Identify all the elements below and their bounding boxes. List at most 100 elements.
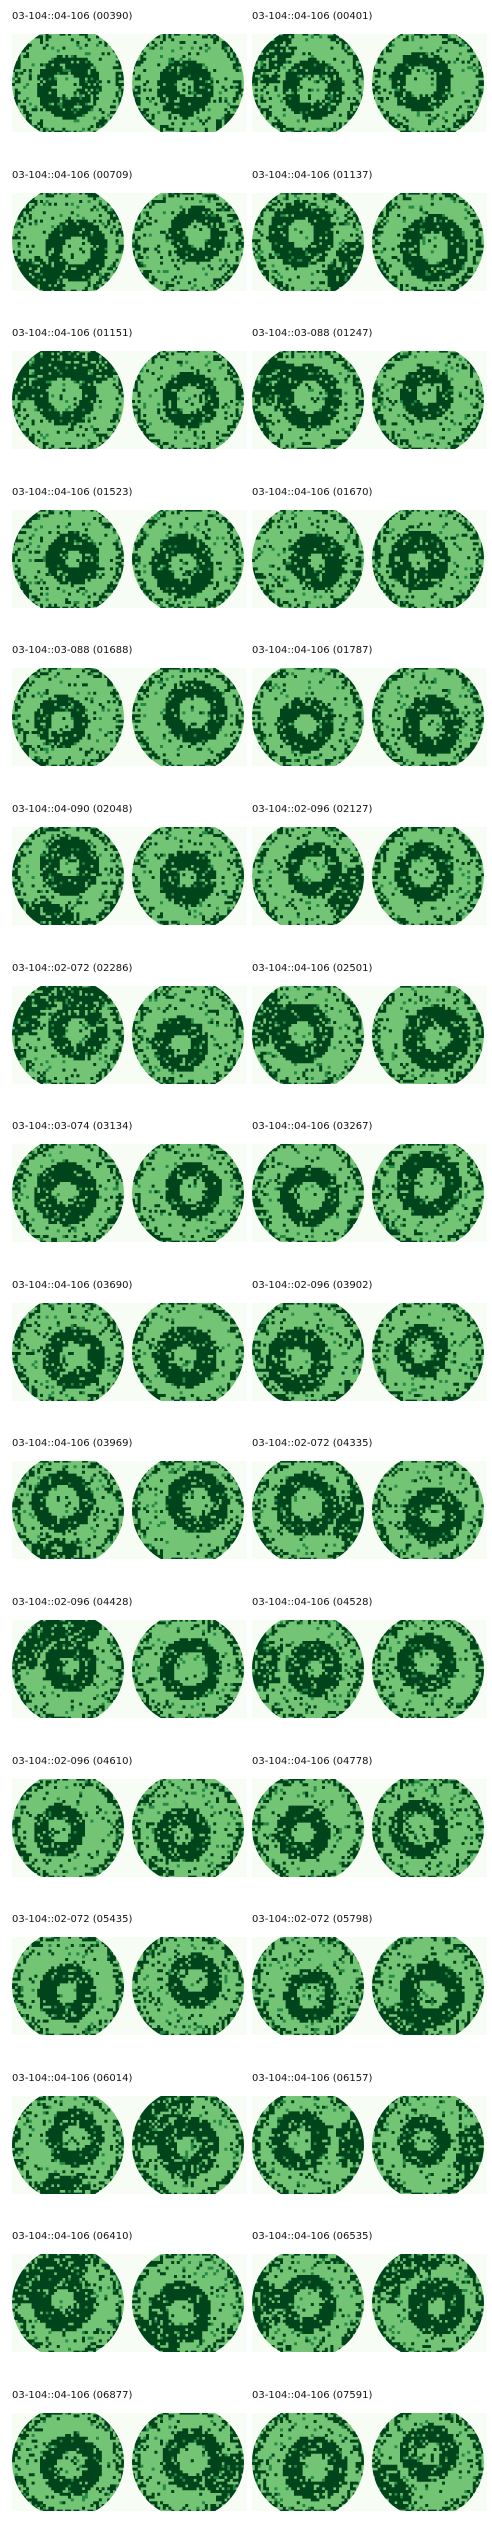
panel-16: 03-104::04-106 (03690) xyxy=(0,1269,240,1409)
panel-0: 03-104::04-106 (00390) xyxy=(0,0,240,140)
panel-title: 03-104::02-096 (04610) xyxy=(12,1756,132,1768)
panel-23: 03-104::04-106 (04778) xyxy=(240,1745,480,1885)
disc-right-15 xyxy=(372,1144,484,1242)
panel-title: 03-104::04-106 (03969) xyxy=(12,1438,132,1450)
disc-left-22 xyxy=(12,1779,124,1877)
panel-title: 03-104::04-106 (03690) xyxy=(12,1280,132,1292)
panel-title: 03-104::04-106 (06014) xyxy=(12,2073,132,2085)
disc-right-19 xyxy=(372,1461,484,1559)
panel-28: 03-104::04-106 (06410) xyxy=(0,2220,240,2360)
panel-8: 03-104::03-088 (01688) xyxy=(0,634,240,774)
panel-11: 03-104::02-096 (02127) xyxy=(240,793,480,933)
disc-pair xyxy=(12,34,247,132)
panel-title: 03-104::03-074 (03134) xyxy=(12,1121,132,1133)
disc-pair xyxy=(12,2254,247,2352)
panel-12: 03-104::02-072 (02286) xyxy=(0,952,240,1092)
panel-25: 03-104::02-072 (05798) xyxy=(240,1903,480,2043)
disc-left-30 xyxy=(12,2413,124,2511)
disc-pair xyxy=(12,2413,247,2511)
disc-right-2 xyxy=(132,193,244,291)
panel-title: 03-104::03-088 (01247) xyxy=(252,328,372,340)
disc-right-18 xyxy=(132,1461,244,1559)
disc-left-25 xyxy=(252,1937,364,2035)
panel-9: 03-104::04-106 (01787) xyxy=(240,634,480,774)
panel-22: 03-104::02-096 (04610) xyxy=(0,1745,240,1885)
disc-pair xyxy=(252,827,487,925)
panel-title: 03-104::04-106 (06157) xyxy=(252,2073,372,2085)
panel-title: 03-104::04-106 (04528) xyxy=(252,1597,372,1609)
disc-left-16 xyxy=(12,1303,124,1401)
panel-title: 03-104::02-096 (03902) xyxy=(252,1280,372,1292)
panel-title: 03-104::02-096 (04428) xyxy=(12,1597,132,1609)
disc-right-20 xyxy=(132,1620,244,1718)
panel-title: 03-104::04-106 (06877) xyxy=(12,2390,132,2402)
disc-right-7 xyxy=(372,510,484,608)
disc-right-16 xyxy=(132,1303,244,1401)
disc-right-25 xyxy=(372,1937,484,2035)
panel-title: 03-104::04-106 (01523) xyxy=(12,487,132,499)
disc-pair xyxy=(12,351,247,449)
disc-pair xyxy=(252,2254,487,2352)
disc-right-22 xyxy=(132,1779,244,1877)
panel-title: 03-104::02-072 (02286) xyxy=(12,963,132,975)
disc-right-0 xyxy=(132,34,244,132)
disc-pair xyxy=(252,986,487,1084)
panel-31: 03-104::04-106 (07591) xyxy=(240,2379,480,2519)
disc-pair xyxy=(252,668,487,766)
panel-title: 03-104::04-106 (01137) xyxy=(252,170,372,182)
disc-right-23 xyxy=(372,1779,484,1877)
panel-17: 03-104::02-096 (03902) xyxy=(240,1269,480,1409)
disc-pair xyxy=(252,510,487,608)
disc-left-0 xyxy=(12,34,124,132)
disc-pair xyxy=(252,351,487,449)
panel-title: 03-104::04-106 (02501) xyxy=(252,963,372,975)
disc-right-28 xyxy=(132,2254,244,2352)
disc-left-28 xyxy=(12,2254,124,2352)
panel-title: 03-104::02-072 (05435) xyxy=(12,1914,132,1926)
disc-left-14 xyxy=(12,1144,124,1242)
disc-right-24 xyxy=(132,1937,244,2035)
disc-left-20 xyxy=(12,1620,124,1718)
disc-left-7 xyxy=(252,510,364,608)
disc-right-17 xyxy=(372,1303,484,1401)
disc-right-14 xyxy=(132,1144,244,1242)
disc-left-9 xyxy=(252,668,364,766)
panel-6: 03-104::04-106 (01523) xyxy=(0,476,240,616)
panel-4: 03-104::04-106 (01151) xyxy=(0,317,240,457)
disc-left-4 xyxy=(12,351,124,449)
panel-5: 03-104::03-088 (01247) xyxy=(240,317,480,457)
panel-3: 03-104::04-106 (01137) xyxy=(240,159,480,299)
panel-title: 03-104::04-106 (03267) xyxy=(252,1121,372,1133)
disc-right-12 xyxy=(132,986,244,1084)
disc-pair xyxy=(252,1461,487,1559)
disc-right-26 xyxy=(132,2096,244,2194)
disc-right-5 xyxy=(372,351,484,449)
disc-pair xyxy=(252,1937,487,2035)
panel-27: 03-104::04-106 (06157) xyxy=(240,2062,480,2202)
panel-title: 03-104::04-106 (00390) xyxy=(12,11,132,23)
disc-pair xyxy=(12,1461,247,1559)
disc-left-5 xyxy=(252,351,364,449)
disc-left-31 xyxy=(252,2413,364,2511)
disc-pair xyxy=(252,2096,487,2194)
panel-15: 03-104::04-106 (03267) xyxy=(240,1110,480,1250)
disc-left-26 xyxy=(12,2096,124,2194)
disc-left-2 xyxy=(12,193,124,291)
panel-14: 03-104::03-074 (03134) xyxy=(0,1110,240,1250)
panel-title: 03-104::04-106 (01151) xyxy=(12,328,132,340)
disc-right-3 xyxy=(372,193,484,291)
disc-left-6 xyxy=(12,510,124,608)
disc-pair xyxy=(12,1144,247,1242)
disc-left-18 xyxy=(12,1461,124,1559)
panel-title: 03-104::04-106 (06410) xyxy=(12,2231,132,2243)
disc-pair xyxy=(252,2413,487,2511)
disc-right-6 xyxy=(132,510,244,608)
panel-19: 03-104::02-072 (04335) xyxy=(240,1427,480,1567)
panel-title: 03-104::02-096 (02127) xyxy=(252,804,372,816)
disc-pair xyxy=(12,827,247,925)
panel-title: 03-104::04-106 (01670) xyxy=(252,487,372,499)
disc-pair xyxy=(252,1144,487,1242)
panel-title: 03-104::04-106 (06535) xyxy=(252,2231,372,2243)
disc-pair xyxy=(12,1303,247,1401)
